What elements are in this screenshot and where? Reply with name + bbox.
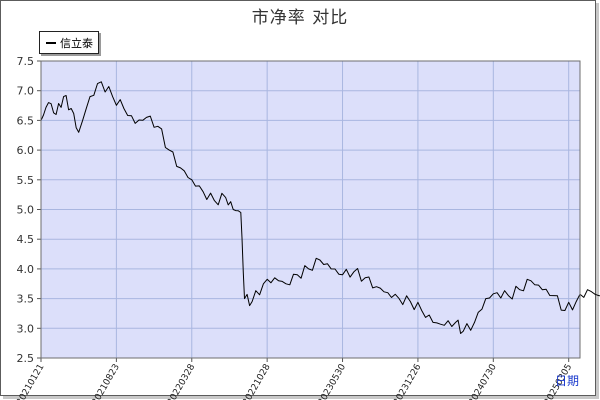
x-axis: 20210121 20210823 20220328 20221028 20230530… (15, 358, 574, 400)
x-tick-label: 20231226 (392, 362, 424, 400)
series-line (40, 81, 600, 334)
y-tick-label: 7.0 (17, 85, 35, 98)
x-tick-label: 20230530 (317, 362, 349, 400)
x-tick-label: 20221028 (241, 362, 273, 400)
legend-label: 信立泰 (60, 36, 93, 50)
y-tick-label: 2.5 (17, 352, 35, 365)
legend-swatch (46, 41, 56, 44)
x-tick-label: 20240730 (467, 362, 499, 400)
y-tick-label: 6.0 (17, 144, 35, 157)
period-link[interactable]: 日期 (555, 374, 580, 388)
series-layer (40, 81, 600, 334)
y-tick-label: 4.0 (17, 263, 35, 276)
y-tick-label: 7.5 (17, 55, 35, 68)
y-tick-label: 6.5 (17, 114, 35, 127)
x-tick-label: 20220328 (166, 362, 198, 400)
x-tick-label: 20210121 (15, 363, 47, 400)
plot-border (40, 60, 581, 359)
grid-lines (41, 61, 580, 358)
y-tick-label: 3.0 (17, 322, 35, 335)
y-tick-label: 4.5 (17, 233, 35, 246)
y-axis: 2.5 3.0 3.5 4.0 4.5 5.0 5.5 6.0 6.5 7.0 7.5 (17, 55, 41, 365)
y-tick-label: 5.5 (17, 174, 35, 187)
x-tick-label: 20210823 (90, 363, 122, 400)
y-tick-label: 5.0 (17, 204, 35, 217)
y-tick-label: 3.5 (17, 293, 35, 306)
chart-title: 市净率 对比 (251, 8, 349, 28)
legend: 信立泰 (39, 31, 99, 54)
